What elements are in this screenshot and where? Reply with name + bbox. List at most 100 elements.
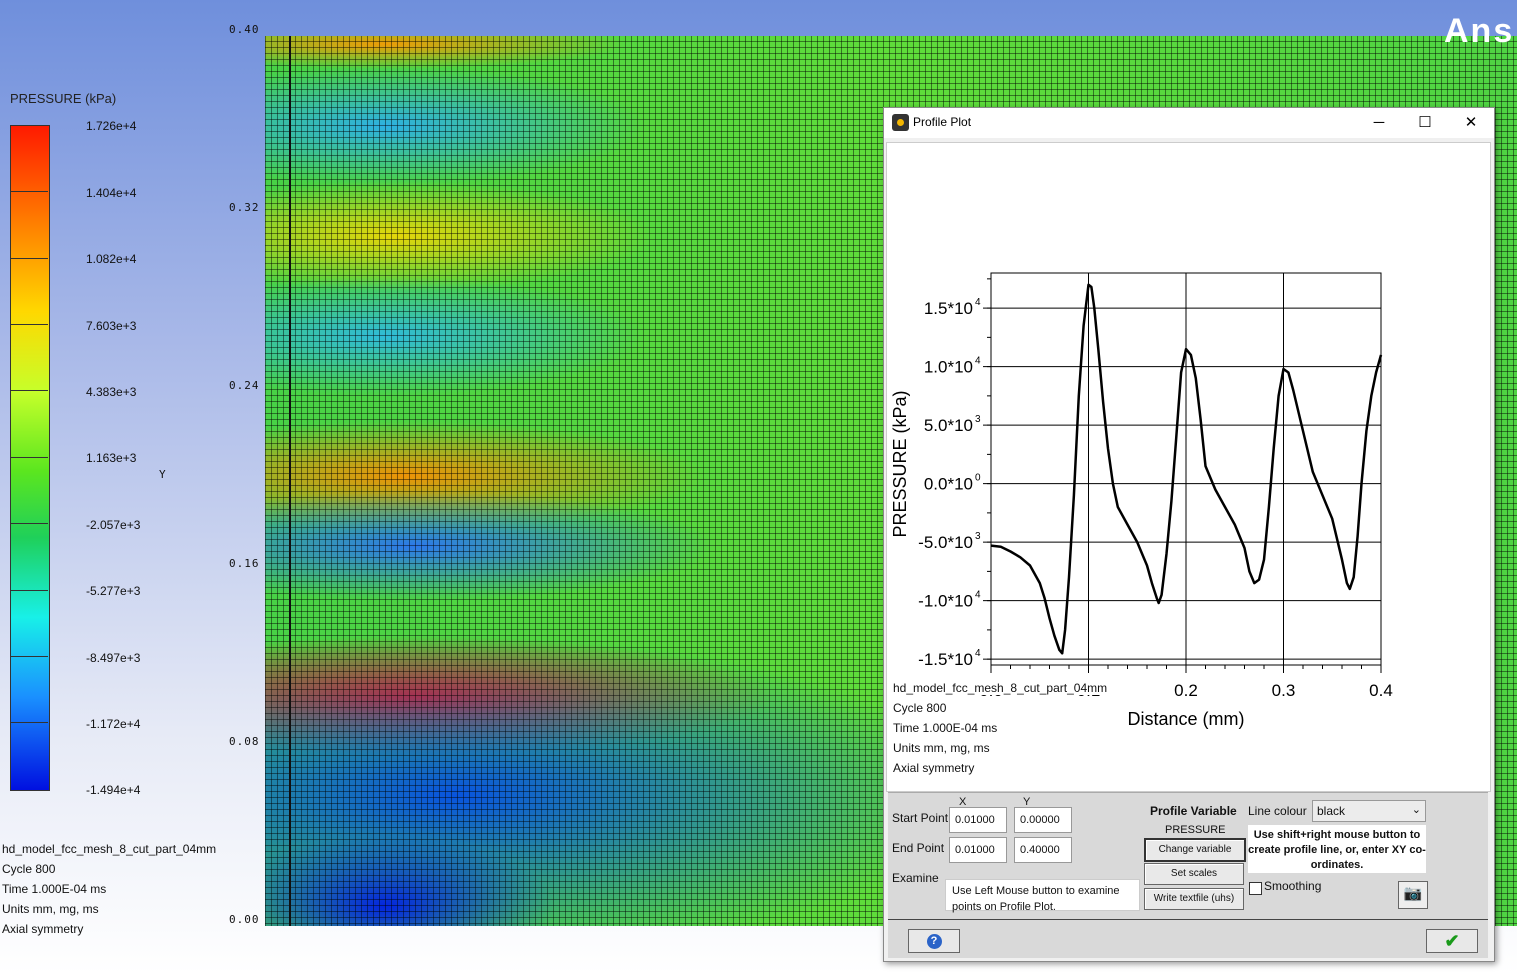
legend-label: 4.383e+3 bbox=[86, 385, 137, 399]
legend-label: 1.726e+4 bbox=[86, 119, 137, 133]
line-colour-select[interactable]: black ⌄ bbox=[1312, 800, 1426, 822]
legend-label: 1.082e+4 bbox=[86, 252, 137, 266]
examine-hint: Use Left Mouse button to examine points … bbox=[945, 879, 1140, 913]
y-tick-label: 0.08 bbox=[229, 735, 260, 748]
y-tick-label: 0.32 bbox=[229, 201, 260, 214]
colorbar-tick bbox=[10, 191, 48, 192]
colorbar-tick bbox=[10, 722, 48, 723]
profile-variable-label: Profile Variable bbox=[1150, 804, 1237, 818]
y-tick-label: 0.0*10 bbox=[924, 475, 973, 494]
dialog-titlebar[interactable]: Profile Plot ─ ☐ ✕ bbox=[884, 108, 1494, 138]
field-axis-line bbox=[289, 36, 291, 926]
x-axis-title: Distance (mm) bbox=[1127, 709, 1244, 729]
x-column-header: X bbox=[959, 796, 967, 808]
smoothing-label: Smoothing bbox=[1264, 879, 1322, 893]
y-tick-label: 1.0*10 bbox=[924, 358, 973, 377]
y-tick-label: 0.16 bbox=[229, 557, 260, 570]
end-x-input[interactable]: 0.01000 bbox=[949, 837, 1007, 863]
ansys-watermark: Ans bbox=[1444, 12, 1515, 50]
help-button[interactable]: ? bbox=[908, 929, 960, 953]
y-tick-label: 0.24 bbox=[229, 379, 260, 392]
y-axis-letter: Y bbox=[159, 468, 166, 481]
help-icon: ? bbox=[926, 934, 942, 949]
info-cycle: Cycle 800 bbox=[2, 862, 56, 876]
legend-label: -2.057e+3 bbox=[86, 518, 141, 532]
x-tick-label: 0.4 bbox=[1369, 681, 1393, 700]
y-tick-label: 5.0*10 bbox=[924, 416, 973, 435]
plot-info-time: Time 1.000E-04 ms bbox=[893, 721, 998, 735]
legend-title: PRESSURE (kPa) bbox=[10, 91, 117, 106]
plot-info-cycle: Cycle 800 bbox=[893, 701, 947, 715]
pressure-profile-line bbox=[990, 283, 1383, 655]
y-tick-exponent: 4 bbox=[975, 590, 981, 601]
colorbar-tick bbox=[10, 590, 48, 591]
colorbar-tick bbox=[10, 523, 48, 524]
y-tick-exponent: 4 bbox=[975, 297, 981, 308]
info-dataset: hd_model_fcc_mesh_8_cut_part_04mm bbox=[2, 842, 217, 856]
dialog-footer: ? ✔ bbox=[888, 920, 1488, 958]
controls-panel: X Y Start Point End Point Examine 0.0100… bbox=[888, 792, 1488, 921]
line-colour-label: Line colour bbox=[1248, 804, 1307, 818]
start-x-input[interactable]: 0.01000 bbox=[949, 807, 1007, 833]
colorbar-tick bbox=[10, 258, 48, 259]
end-point-label: End Point bbox=[892, 841, 945, 855]
smoothing-checkbox[interactable] bbox=[1249, 882, 1262, 895]
change-variable-button[interactable]: Change variable bbox=[1144, 838, 1246, 862]
maximize-button[interactable]: ☐ bbox=[1418, 114, 1432, 131]
set-scales-button[interactable]: Set scales bbox=[1144, 863, 1244, 885]
info-units: Units mm, mg, ms bbox=[2, 902, 99, 916]
profile-line-hint: Use shift+right mouse button to create p… bbox=[1248, 825, 1426, 873]
profile-plot-area[interactable]: 0.00.10.20.30.41.5*1041.0*1045.0*1030.0*… bbox=[886, 142, 1491, 792]
legend-label: -1.172e+4 bbox=[86, 717, 141, 731]
x-tick-label: 0.2 bbox=[1174, 681, 1198, 700]
end-y-input[interactable]: 0.40000 bbox=[1014, 837, 1072, 863]
camera-icon: 📷 bbox=[1403, 885, 1423, 902]
y-tick-exponent: 0 bbox=[975, 473, 981, 484]
start-y-input[interactable]: 0.00000 bbox=[1014, 807, 1072, 833]
write-textfile-button[interactable]: Write textfile (uhs) bbox=[1144, 888, 1244, 910]
colorbar-tick bbox=[10, 457, 48, 458]
pressure-colorbar bbox=[10, 125, 50, 791]
legend-label: -5.277e+3 bbox=[86, 584, 141, 598]
profile-plot-dialog: Profile Plot ─ ☐ ✕ 0.00.10.20.30.41.5*10… bbox=[883, 107, 1495, 962]
y-axis-title: PRESSURE (kPa) bbox=[890, 390, 910, 537]
y-tick-label: 1.5*10 bbox=[924, 299, 973, 318]
y-tick-exponent: 3 bbox=[975, 531, 981, 542]
y-tick-exponent: 4 bbox=[975, 648, 981, 659]
legend-label: 1.163e+3 bbox=[86, 451, 137, 465]
chevron-down-icon: ⌄ bbox=[1411, 804, 1421, 816]
y-tick-label: -1.5*10 bbox=[918, 650, 973, 669]
minimize-button[interactable]: ─ bbox=[1373, 114, 1385, 131]
legend-label: -8.497e+3 bbox=[86, 651, 141, 665]
examine-label: Examine bbox=[892, 871, 939, 885]
camera-button[interactable]: 📷 bbox=[1398, 881, 1428, 909]
y-tick-label: 0.40 bbox=[229, 23, 260, 36]
checkmark-icon: ✔ bbox=[1444, 931, 1460, 951]
colorbar-tick bbox=[10, 324, 48, 325]
close-button[interactable]: ✕ bbox=[1464, 114, 1478, 131]
info-time: Time 1.000E-04 ms bbox=[2, 882, 107, 896]
colorbar-tick bbox=[10, 656, 48, 657]
plot-info-units: Units mm, mg, ms bbox=[893, 741, 990, 755]
legend-label: -1.494e+4 bbox=[86, 783, 141, 797]
dialog-title: Profile Plot bbox=[913, 115, 972, 129]
y-column-header: Y bbox=[1023, 796, 1031, 808]
colorbar-tick bbox=[10, 390, 48, 391]
app-icon bbox=[892, 114, 909, 131]
start-point-label: Start Point bbox=[892, 811, 949, 825]
y-tick-label: -1.0*10 bbox=[918, 592, 973, 611]
ok-button[interactable]: ✔ bbox=[1426, 929, 1478, 953]
legend-label: 1.404e+4 bbox=[86, 186, 137, 200]
y-tick-label: -5.0*10 bbox=[918, 533, 973, 552]
y-tick-label: 0.00 bbox=[229, 913, 260, 926]
plot-frame bbox=[990, 272, 1382, 666]
plot-info-symmetry: Axial symmetry bbox=[893, 761, 975, 775]
y-tick-exponent: 3 bbox=[975, 414, 981, 425]
y-tick-exponent: 4 bbox=[975, 356, 981, 367]
plot-info-dataset: hd_model_fcc_mesh_8_cut_part_04mm bbox=[893, 681, 1108, 695]
x-tick-label: 0.3 bbox=[1272, 681, 1296, 700]
legend-label: 7.603e+3 bbox=[86, 319, 137, 333]
profile-variable-value: PRESSURE bbox=[1165, 824, 1226, 836]
line-colour-value: black bbox=[1317, 804, 1346, 818]
info-symmetry: Axial symmetry bbox=[2, 922, 84, 936]
